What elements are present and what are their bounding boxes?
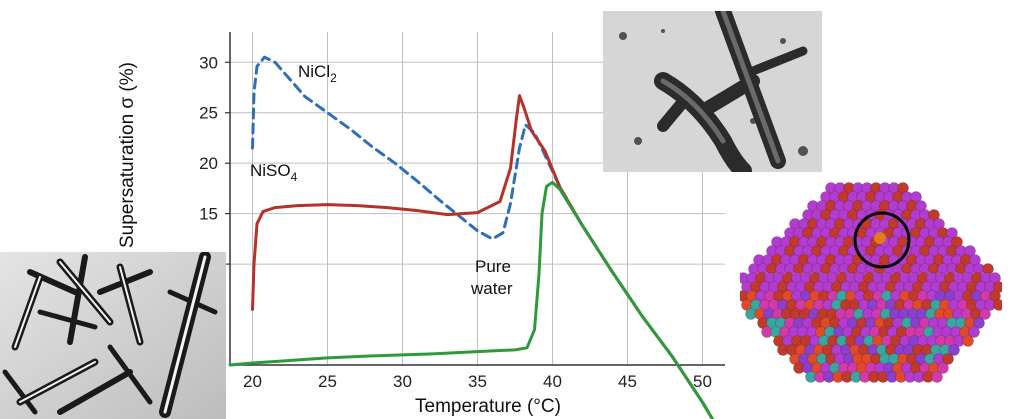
needle-crystal-photo xyxy=(0,252,226,419)
x-tick-label: 45 xyxy=(618,372,637,391)
atom-sphere xyxy=(962,335,974,347)
x-axis-label: Temperature (°C) xyxy=(415,396,561,417)
x-tick-label: 25 xyxy=(318,372,337,391)
axes xyxy=(229,32,725,366)
atom-sphere xyxy=(942,353,954,365)
curve-labels: NiCl2 NiSO4 Pure water xyxy=(250,62,513,298)
curve-label-niso4: NiSO4 xyxy=(250,161,298,184)
highlight-circle xyxy=(853,211,911,269)
x-tick-label: 40 xyxy=(543,372,562,391)
y-tick-label: 20 xyxy=(199,154,218,173)
series-lines xyxy=(228,55,715,419)
curve-label-nicl2: NiCl2 xyxy=(298,62,337,85)
x-tick-label: 35 xyxy=(468,372,487,391)
molecular-surface-model xyxy=(740,178,1002,388)
y-axis-label: Supersaturation σ (%) xyxy=(117,62,138,248)
atom-sphere xyxy=(937,362,949,374)
atom-sphere xyxy=(948,344,960,356)
series-line-pure-water xyxy=(228,180,715,419)
x-tick-label: 50 xyxy=(693,372,712,391)
atom-sphere xyxy=(968,326,980,338)
atom-sphere xyxy=(931,371,943,383)
atom-sphere xyxy=(973,317,985,329)
x-tick-label: 20 xyxy=(243,372,262,391)
tick-labels: 202530354045501015202530 xyxy=(199,53,712,391)
adsorbed-molecule xyxy=(874,232,886,244)
y-tick-label: 25 xyxy=(199,104,218,123)
curve-label-pure-water: Pure water xyxy=(470,257,513,298)
atom-sphere xyxy=(993,299,1002,311)
atom-sphere xyxy=(979,308,991,320)
y-tick-label: 15 xyxy=(199,205,218,224)
x-tick-label: 30 xyxy=(393,372,412,391)
dendrite-crystal-photo xyxy=(603,11,822,172)
y-tick-label: 30 xyxy=(199,53,218,72)
